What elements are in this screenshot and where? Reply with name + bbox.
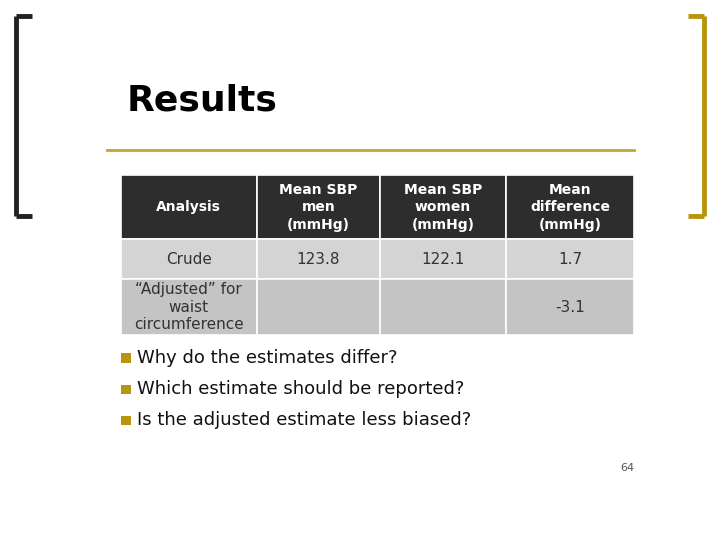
FancyBboxPatch shape xyxy=(380,239,505,279)
FancyBboxPatch shape xyxy=(121,384,131,394)
Text: Mean SBP
men
(mmHg): Mean SBP men (mmHg) xyxy=(279,183,358,232)
FancyBboxPatch shape xyxy=(380,175,505,239)
Text: -3.1: -3.1 xyxy=(555,300,585,314)
Text: Crude: Crude xyxy=(166,252,212,267)
FancyBboxPatch shape xyxy=(121,239,257,279)
Text: 1.7: 1.7 xyxy=(558,252,582,267)
Text: 122.1: 122.1 xyxy=(421,252,464,267)
FancyBboxPatch shape xyxy=(257,239,380,279)
FancyBboxPatch shape xyxy=(121,279,257,335)
Text: Mean SBP
women
(mmHg): Mean SBP women (mmHg) xyxy=(404,183,482,232)
Text: Is the adjusted estimate less biased?: Is the adjusted estimate less biased? xyxy=(138,411,472,429)
FancyBboxPatch shape xyxy=(257,279,380,335)
Text: Mean
difference
(mmHg): Mean difference (mmHg) xyxy=(530,183,610,232)
FancyBboxPatch shape xyxy=(505,279,634,335)
Text: 64: 64 xyxy=(620,463,634,473)
FancyBboxPatch shape xyxy=(505,175,634,239)
Text: Why do the estimates differ?: Why do the estimates differ? xyxy=(138,349,398,367)
FancyBboxPatch shape xyxy=(257,175,380,239)
FancyBboxPatch shape xyxy=(505,239,634,279)
Text: 123.8: 123.8 xyxy=(297,252,340,267)
Text: Results: Results xyxy=(126,84,277,118)
Text: Which estimate should be reported?: Which estimate should be reported? xyxy=(138,380,465,398)
Text: Analysis: Analysis xyxy=(156,200,221,214)
FancyBboxPatch shape xyxy=(121,175,257,239)
Text: “Adjusted” for
waist
circumference: “Adjusted” for waist circumference xyxy=(134,282,243,332)
FancyBboxPatch shape xyxy=(380,279,505,335)
FancyBboxPatch shape xyxy=(121,353,131,362)
FancyBboxPatch shape xyxy=(121,416,131,425)
